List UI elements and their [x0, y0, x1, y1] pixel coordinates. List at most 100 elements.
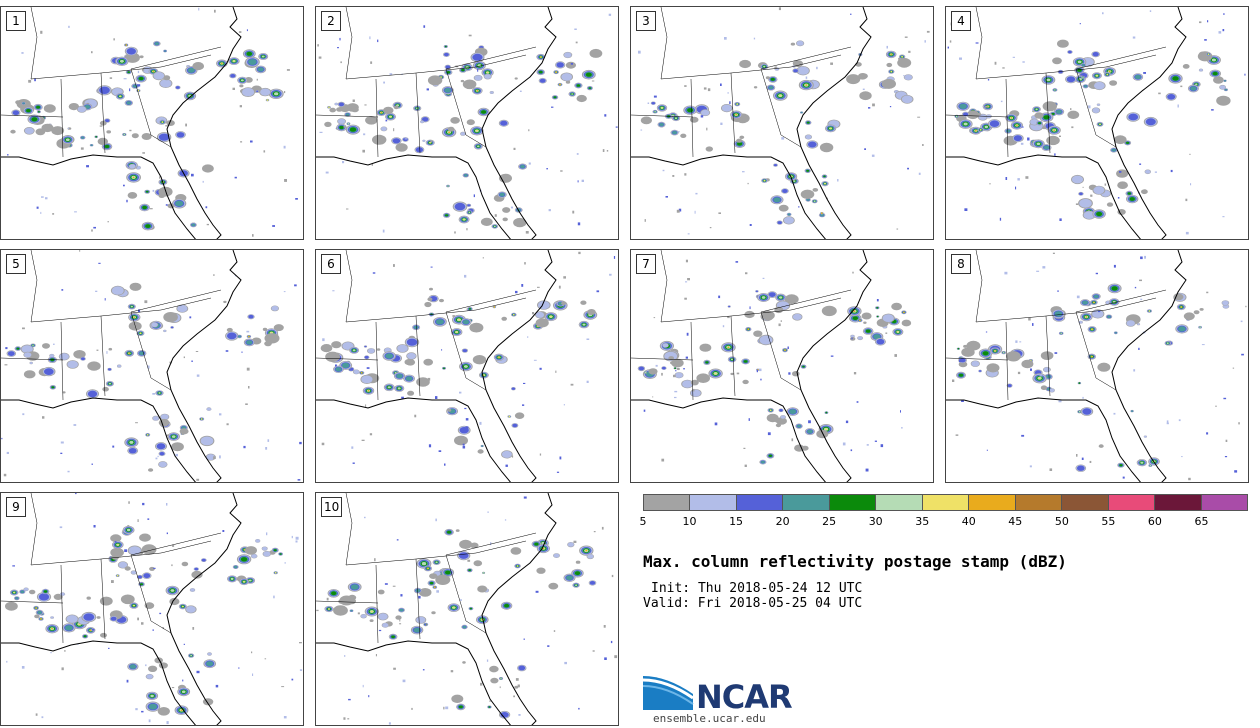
echo-speck	[67, 470, 70, 473]
echo-cell	[462, 349, 468, 353]
echo-speck	[519, 90, 522, 92]
echo-cell	[23, 370, 36, 379]
echo-speck	[871, 154, 875, 157]
echo-speck	[866, 444, 869, 446]
stamp-panel[interactable]: 7	[630, 249, 934, 483]
ncar-logo[interactable]: NCAR ensemble.ucar.edu	[642, 672, 803, 728]
echo-cell	[385, 353, 394, 359]
echo-speck	[720, 122, 723, 125]
echo-cell	[589, 48, 603, 58]
echo-cell	[978, 114, 987, 121]
echo-cell	[460, 79, 465, 83]
echo-speck	[61, 289, 64, 291]
echo-cell	[1077, 465, 1085, 471]
echo-speck	[284, 562, 286, 564]
echo-speck	[1036, 270, 1040, 272]
echo-speck	[185, 123, 187, 127]
echo-speck	[335, 364, 337, 367]
echo-speck	[234, 176, 237, 179]
echo-speck	[1224, 456, 1228, 458]
echo-cell	[128, 546, 141, 555]
echo-cell	[429, 581, 434, 585]
echo-speck	[393, 264, 395, 267]
echo-speck	[489, 700, 492, 702]
echo-cell	[1083, 211, 1095, 220]
echo-speck	[1180, 85, 1183, 88]
gulf-coastline	[631, 397, 826, 482]
echo-cell	[139, 55, 144, 59]
stamp-panel[interactable]: 10	[315, 492, 619, 726]
coastline	[481, 493, 557, 725]
echo-speck	[805, 76, 808, 79]
echo-cell	[462, 79, 477, 90]
echo-speck	[674, 396, 677, 399]
echo-speck	[149, 208, 153, 210]
echo-speck	[1030, 368, 1032, 371]
stamp-panel[interactable]: 1	[0, 6, 304, 240]
echo-speck	[473, 194, 475, 198]
echo-cell	[861, 312, 872, 320]
echo-cell	[367, 389, 370, 392]
echo-speck	[42, 416, 45, 419]
echo-cell	[223, 300, 227, 304]
echo-speck	[1177, 104, 1179, 108]
echo-cell	[99, 86, 110, 95]
echo-cell	[87, 390, 98, 398]
echo-cell	[255, 539, 260, 543]
echo-cell	[1111, 286, 1118, 291]
echo-speck	[35, 713, 38, 716]
stamp-panel[interactable]: 2	[315, 6, 619, 240]
echo-cell	[1092, 309, 1104, 318]
echo-speck	[525, 231, 529, 234]
echo-speck	[479, 421, 482, 425]
echo-cell	[36, 105, 41, 109]
echo-cell	[415, 589, 421, 593]
echo-cell	[1052, 57, 1062, 65]
state-border	[30, 493, 38, 566]
state-border	[130, 311, 172, 391]
echo-cell	[534, 542, 539, 546]
echo-cell	[420, 120, 424, 124]
echo-speck	[842, 442, 846, 446]
echo-speck	[159, 176, 161, 179]
valid-time: Valid: Fri 2018-05-25 04 UTC	[643, 596, 863, 611]
echo-cell	[240, 557, 248, 562]
state-border	[660, 54, 842, 80]
stamp-panel[interactable]: 4	[945, 6, 1249, 240]
echo-speck	[781, 137, 785, 140]
echo-cell	[721, 104, 732, 112]
echo-speck	[685, 259, 688, 263]
echo-cell	[696, 373, 710, 383]
stamp-panel[interactable]: 5	[0, 249, 304, 483]
state-border	[130, 554, 172, 634]
echo-speck	[652, 396, 654, 398]
echo-cell	[730, 372, 734, 376]
echo-cell	[561, 73, 573, 81]
stamp-panel[interactable]: 3	[630, 6, 934, 240]
echo-speck	[466, 228, 468, 231]
state-border	[130, 289, 222, 313]
colorbar-segment	[1062, 495, 1109, 510]
echo-speck	[465, 426, 469, 430]
echo-cell	[53, 593, 63, 600]
echo-speck	[108, 647, 110, 649]
echo-cell	[1046, 375, 1051, 379]
echo-cell	[125, 44, 127, 46]
echo-cell	[100, 632, 107, 638]
echo-speck	[465, 418, 469, 421]
echo-speck	[845, 420, 849, 424]
stamp-panel[interactable]: 6	[315, 249, 619, 483]
echo-speck	[675, 370, 677, 372]
echo-cell	[671, 358, 684, 368]
echo-speck	[73, 424, 77, 426]
echo-cell	[65, 138, 70, 141]
echo-cell	[387, 386, 391, 389]
stamp-panel[interactable]: 8	[945, 249, 1249, 483]
stamp-panel[interactable]: 9	[0, 492, 304, 726]
echo-speck	[339, 37, 341, 41]
echo-cell	[407, 390, 415, 396]
echo-cell	[1111, 148, 1116, 152]
coastline	[796, 250, 872, 482]
echo-speck	[1244, 73, 1246, 76]
echo-cell	[230, 74, 236, 78]
